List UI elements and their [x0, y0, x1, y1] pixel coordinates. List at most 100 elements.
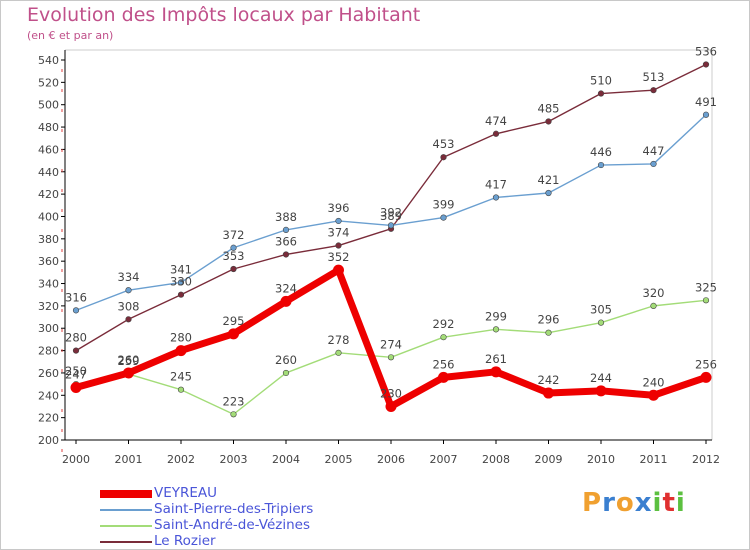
data-point	[650, 160, 657, 168]
data-point	[492, 326, 500, 333]
data-point	[335, 242, 342, 249]
data-label: 256	[433, 357, 455, 371]
y-tick-label: 480	[38, 121, 59, 134]
y-tick-label: 420	[38, 188, 59, 201]
data-label: 372	[223, 228, 245, 242]
x-tick-label: 2002	[167, 453, 195, 466]
data-label: 421	[538, 173, 560, 187]
legend-swatch	[100, 490, 152, 498]
data-label: 320	[643, 286, 665, 300]
data-point	[438, 371, 449, 383]
data-point	[545, 189, 552, 197]
data-point	[230, 411, 237, 418]
data-label: 485	[538, 101, 560, 115]
data-point	[230, 265, 237, 273]
data-point	[595, 385, 607, 397]
data-label: 305	[590, 303, 612, 317]
data-point	[490, 366, 502, 378]
data-point	[597, 161, 605, 169]
x-tick-label: 2006	[377, 453, 405, 466]
x-tick-label: 2005	[325, 453, 353, 466]
data-point	[650, 87, 657, 94]
data-point	[72, 307, 80, 314]
legend-swatch	[100, 525, 152, 527]
y-tick-label: 280	[38, 345, 59, 358]
y-tick-label: 260	[38, 367, 59, 380]
data-point	[545, 329, 552, 336]
data-label: 447	[643, 144, 665, 158]
y-tick-label: 220	[38, 412, 59, 425]
data-label: 474	[485, 114, 507, 128]
data-label: 330	[170, 275, 192, 289]
data-label: 240	[643, 375, 665, 389]
logo-letter: i	[652, 488, 663, 518]
data-label: 399	[433, 198, 455, 212]
data-point	[175, 345, 187, 357]
data-point	[702, 111, 710, 118]
x-tick-label: 2011	[640, 453, 668, 466]
data-label: 388	[275, 210, 297, 224]
y-tick-label: 200	[38, 434, 59, 447]
x-tick-label: 2007	[430, 453, 458, 466]
data-point	[702, 297, 710, 304]
data-label: 446	[590, 145, 612, 159]
y-tick-label: 400	[38, 210, 59, 223]
x-tick-label: 2001	[115, 453, 143, 466]
data-point	[72, 347, 80, 354]
x-tick-label: 2009	[535, 453, 563, 466]
y-tick-label: 460	[38, 143, 59, 156]
data-label: 325	[695, 280, 717, 294]
data-point	[597, 90, 605, 97]
data-label: 396	[328, 201, 350, 215]
chart-title: Evolution des Impôts locaux par Habitant	[27, 4, 421, 26]
data-point	[335, 349, 342, 356]
logo-letter: i	[675, 488, 686, 518]
proxiti-logo: Proxiti	[582, 488, 686, 518]
data-label: 389	[380, 209, 402, 223]
data-label: 352	[328, 250, 350, 264]
legend-label: VEYREAU	[154, 485, 218, 501]
data-point	[177, 291, 185, 298]
data-point	[545, 118, 552, 125]
logo-letter: t	[662, 488, 676, 518]
data-label: 280	[65, 331, 87, 345]
data-point	[70, 381, 82, 393]
y-tick-label: 340	[38, 278, 59, 291]
data-label: 324	[275, 281, 297, 295]
data-point	[492, 194, 500, 201]
data-label: 296	[538, 313, 560, 327]
data-point	[177, 386, 185, 393]
data-point	[387, 354, 395, 361]
data-point	[125, 316, 132, 323]
data-point	[230, 244, 237, 251]
data-point	[177, 279, 185, 286]
data-label: 280	[170, 331, 192, 345]
data-label: 244	[590, 371, 612, 385]
data-label: 366	[275, 234, 297, 248]
data-label: 353	[223, 249, 245, 263]
data-point	[385, 400, 397, 412]
data-point	[125, 287, 132, 294]
data-label: 453	[433, 137, 455, 151]
data-label: 245	[170, 370, 192, 384]
data-point	[440, 154, 447, 161]
y-tick-label: 320	[38, 300, 59, 313]
data-label: 536	[695, 44, 717, 58]
data-point	[228, 328, 239, 340]
data-point	[440, 214, 447, 221]
data-point	[440, 334, 447, 341]
data-point	[282, 226, 290, 233]
data-point	[700, 371, 712, 383]
data-point	[280, 295, 292, 307]
data-point	[123, 367, 134, 379]
data-point	[282, 251, 290, 258]
data-point	[597, 319, 605, 326]
legend-swatch	[100, 509, 152, 511]
y-tick-label: 540	[38, 54, 59, 67]
y-tick-label: 240	[38, 389, 59, 402]
data-label: 299	[485, 309, 507, 323]
data-label: 259	[118, 354, 140, 368]
data-point	[648, 389, 659, 401]
data-point	[702, 61, 710, 68]
